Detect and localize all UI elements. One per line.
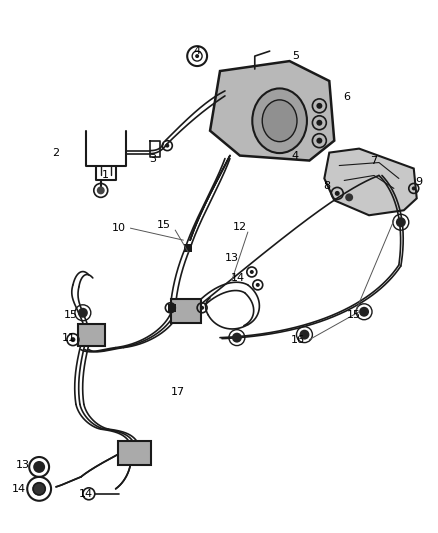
- Circle shape: [316, 138, 322, 144]
- Bar: [184, 244, 192, 252]
- Text: 9: 9: [415, 177, 422, 188]
- Circle shape: [71, 337, 75, 342]
- Circle shape: [165, 144, 170, 148]
- Ellipse shape: [262, 100, 297, 142]
- Text: 11: 11: [62, 333, 76, 343]
- Text: 8: 8: [324, 181, 331, 191]
- Polygon shape: [210, 61, 334, 160]
- Circle shape: [195, 54, 199, 58]
- Circle shape: [300, 330, 309, 340]
- Circle shape: [97, 187, 105, 195]
- Text: 15: 15: [64, 310, 78, 320]
- Circle shape: [32, 482, 46, 496]
- Text: 13: 13: [225, 253, 239, 263]
- Text: 16: 16: [290, 335, 304, 345]
- Circle shape: [33, 461, 45, 473]
- Text: 1: 1: [102, 171, 109, 181]
- FancyBboxPatch shape: [78, 324, 105, 345]
- Text: 10: 10: [112, 223, 126, 233]
- Text: 6: 6: [344, 92, 351, 102]
- Circle shape: [78, 308, 88, 318]
- Text: 4: 4: [194, 46, 201, 56]
- Circle shape: [335, 191, 340, 196]
- Text: 5: 5: [292, 51, 299, 61]
- Circle shape: [256, 283, 260, 287]
- Polygon shape: [324, 149, 417, 215]
- Text: 14: 14: [231, 273, 245, 283]
- Circle shape: [316, 120, 322, 126]
- Text: 4: 4: [291, 151, 298, 160]
- Circle shape: [345, 193, 353, 201]
- Circle shape: [168, 306, 172, 310]
- Ellipse shape: [252, 88, 307, 153]
- Text: 14: 14: [12, 484, 26, 494]
- Circle shape: [396, 217, 406, 227]
- Circle shape: [200, 306, 204, 310]
- FancyBboxPatch shape: [171, 299, 201, 322]
- Text: 14: 14: [79, 489, 93, 499]
- Text: 15: 15: [156, 220, 170, 230]
- Circle shape: [316, 103, 322, 109]
- Text: 12: 12: [233, 222, 247, 232]
- Bar: [168, 304, 176, 312]
- Circle shape: [359, 307, 369, 317]
- Text: 15: 15: [347, 310, 361, 320]
- Circle shape: [250, 270, 254, 274]
- Text: 7: 7: [371, 156, 378, 166]
- Text: 17: 17: [171, 387, 185, 397]
- Text: 13: 13: [16, 460, 30, 470]
- Circle shape: [232, 333, 242, 343]
- FancyBboxPatch shape: [118, 441, 152, 465]
- Text: 2: 2: [53, 148, 60, 158]
- Circle shape: [412, 187, 416, 190]
- Text: 3: 3: [149, 154, 156, 164]
